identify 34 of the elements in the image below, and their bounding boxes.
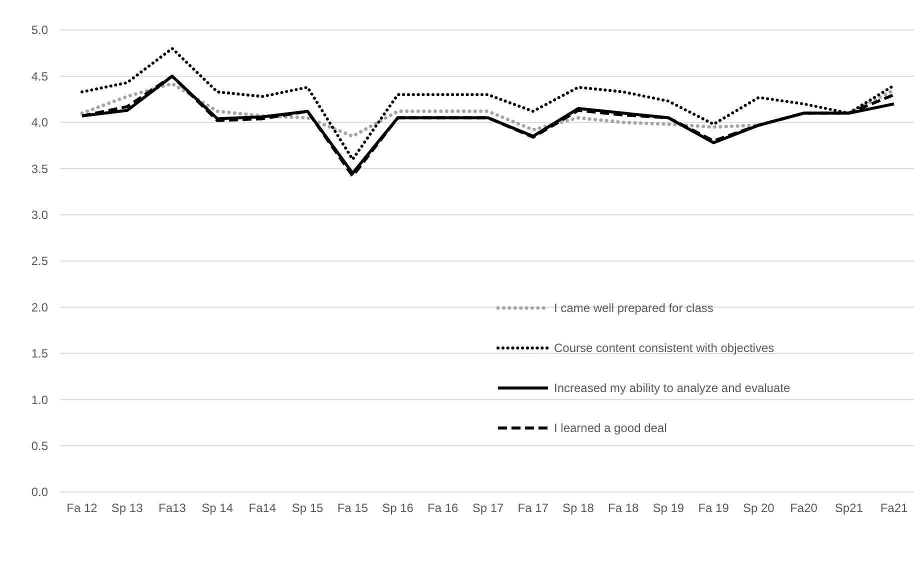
y-tick-label: 1.0 (31, 392, 48, 407)
x-tick-label: Fa 15 (337, 501, 368, 515)
x-tick-label: Sp 14 (202, 501, 234, 515)
x-tick-label: Fa 12 (66, 501, 98, 515)
y-tick-label: 3.0 (31, 208, 48, 222)
y-tick-label: 1.5 (31, 346, 48, 361)
x-tick-label: Sp 17 (472, 501, 504, 515)
x-tick-label: Fa14 (248, 501, 276, 515)
legend-label: I learned a good deal (554, 421, 667, 436)
x-tick-label: Fa13 (158, 501, 186, 515)
y-tick-label: 4.5 (31, 69, 48, 84)
x-tick-label: Fa 18 (608, 501, 639, 515)
legend-label: I came well prepared for class (554, 301, 714, 316)
y-tick-label: 2.0 (31, 300, 48, 314)
x-tick-label: Sp 15 (292, 501, 324, 515)
y-tick-label: 4.0 (31, 116, 48, 130)
x-tick-label: Sp 20 (742, 501, 775, 515)
y-tick-label: 3.5 (31, 162, 48, 176)
legend-label: Increased my ability to analyze and evaluate (554, 381, 790, 396)
x-tick-label: Fa 19 (698, 501, 730, 515)
x-tick-label: Sp21 (834, 501, 864, 515)
x-tick-label: Sp 19 (652, 501, 684, 515)
y-tick-label: 0.0 (31, 485, 48, 500)
x-tick-label: Sp 13 (111, 501, 144, 515)
x-tick-label: Sp 18 (562, 501, 594, 515)
x-tick-label: Fa20 (790, 501, 818, 515)
x-tick-label: Fa 16 (428, 501, 459, 515)
y-tick-label: 5.0 (31, 23, 48, 38)
x-tick-label: Fa21 (880, 501, 908, 515)
x-tick-label: Sp 16 (382, 501, 414, 515)
legend-label: Course content consistent with objectives (554, 341, 774, 356)
y-tick-label: 2.5 (31, 254, 48, 268)
y-tick-label: 0.5 (31, 439, 48, 453)
x-tick-label: Fa 17 (518, 501, 549, 515)
